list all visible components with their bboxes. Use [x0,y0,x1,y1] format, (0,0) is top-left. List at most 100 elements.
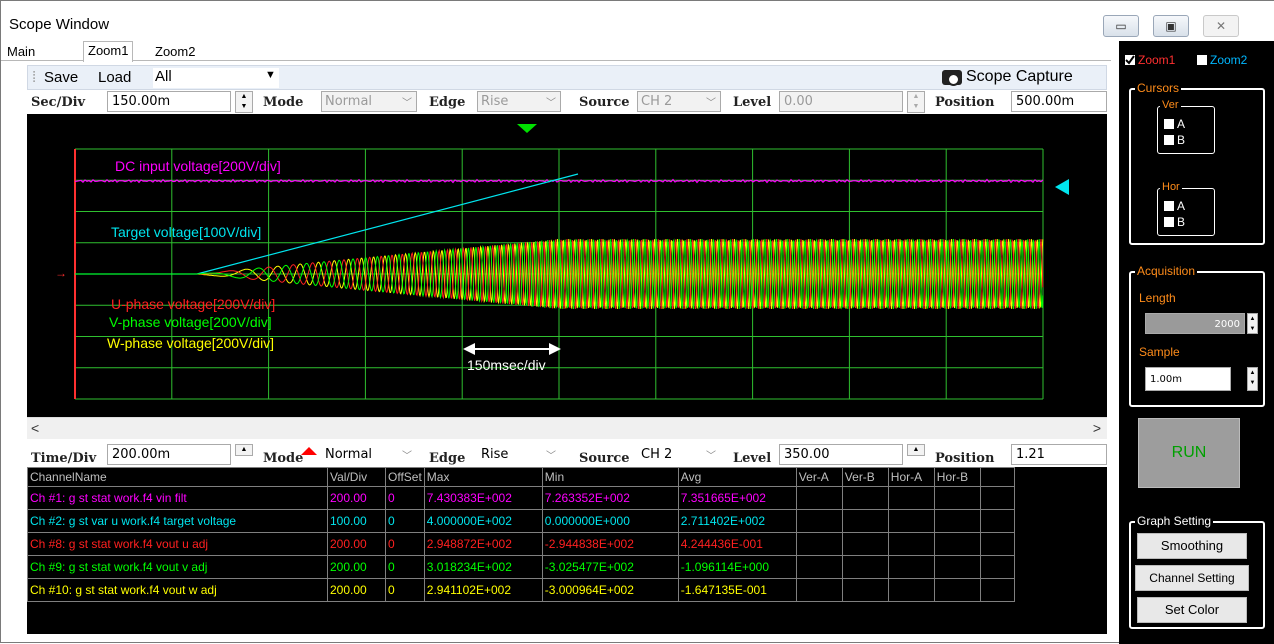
column-header[interactable]: Hor-A [887,467,935,487]
position-input[interactable]: 500.00m [1011,91,1107,112]
scope-capture-button[interactable]: Scope Capture [942,68,1073,86]
secdiv-spinner[interactable]: ▲ ▼ [235,91,253,113]
sample-input[interactable]: 1.00m [1145,367,1231,391]
spin-up-icon[interactable]: ▲ [912,446,920,453]
scroll-left-icon[interactable]: < [31,420,40,436]
trigger-row-lower: Time/Div 200.00m ▲ Mode Normal ﹀ Edge Ris… [27,442,1107,466]
table-cell: 200.00 [327,578,386,602]
chevron-down-icon: ﹀ [546,98,556,109]
chevron-down-icon: ﹀ [706,98,716,109]
lower-level-spinner[interactable]: ▲ [907,444,925,456]
length-label: Length [1137,291,1178,305]
column-header[interactable]: Min [541,467,679,487]
table-cell [841,532,889,556]
column-header[interactable]: Max [423,467,543,487]
zoom2-checkbox[interactable]: Zoom2 [1197,53,1247,67]
spin-up-icon[interactable]: ▲ [240,446,248,453]
position-label: Position [935,95,995,110]
column-header[interactable]: Ver-A [795,467,843,487]
sample-label: Sample [1137,345,1182,359]
scope-plot[interactable]: → DC input voltage[200V/div] Target volt… [27,114,1107,417]
column-header[interactable]: Ver-B [841,467,889,487]
source-select[interactable]: CH 2 ﹀ [637,91,721,112]
edge-select[interactable]: Rise ﹀ [477,91,561,112]
tab-main[interactable]: Main [7,44,36,59]
spin-up-icon[interactable]: ▲ [240,93,248,100]
table-cell: 7.430383E+002 [423,486,543,510]
hor-a-checkbox[interactable]: A [1164,199,1185,213]
lower-mode-select[interactable]: Normal ﹀ [321,444,417,465]
close-button[interactable]: ✕ [1203,15,1239,37]
length-input[interactable]: 2000 [1145,313,1245,334]
w-phase-trace [75,238,1044,310]
table-row[interactable]: Ch #8: g st stat work.f4 vout u adj 200.0… [27,532,1015,556]
mode-value: Normal [325,94,373,109]
table-cell [933,532,981,556]
plot-scrollbar[interactable]: < > [27,417,1107,439]
lower-edge-select[interactable]: Rise ﹀ [477,444,561,465]
load-select[interactable]: All [153,68,279,88]
column-header[interactable]: Val/Div [327,467,386,487]
table-cell: -3.000964E+002 [541,578,679,602]
table-cell [795,555,843,579]
v-phase-trace [75,238,1044,310]
level-spinner[interactable]: ▲ ▼ [907,91,925,113]
sample-spinner[interactable]: ▲ ▼ [1247,367,1258,391]
graph-setting-group: Graph Setting Smoothing Channel Setting … [1129,514,1265,629]
trigger-marker-icon [301,442,317,455]
tab-zoom1[interactable]: Zoom1 [83,41,134,62]
set-color-button[interactable]: Set Color [1137,597,1247,623]
spin-up-icon[interactable]: ▲ [1249,316,1256,322]
table-row[interactable]: Ch #1: g st stat work.f4 vin filt 200.00 0… [27,486,1015,510]
lower-source-select[interactable]: CH 2 ﹀ [637,444,721,465]
u-phase-label: U-phase voltage[200V/div] [111,296,276,312]
tab-zoom2[interactable]: Zoom2 [155,44,196,59]
table-cell [887,555,935,579]
chevron-down-icon[interactable]: ▼ [265,69,276,81]
table-row[interactable]: Ch #10: g st stat work.f4 vout w adj 200.… [27,578,1015,602]
time-scale-label: 150msec/div [467,357,546,373]
spin-up-icon[interactable]: ▲ [912,93,920,100]
zoom1-checkbox[interactable]: Zoom1 [1125,53,1175,67]
mode-select[interactable]: Normal ﹀ [321,91,417,112]
load-button[interactable]: Load [98,69,132,86]
table-cell: 0 [385,486,425,510]
column-header[interactable]: Hor-B [933,467,981,487]
timediv-input[interactable]: 200.00m [107,444,231,465]
save-button[interactable]: Save [44,69,79,86]
column-header[interactable]: Avg [677,467,797,487]
minimize-button[interactable]: ▭ [1103,15,1139,37]
table-cell: 100.00 [327,509,386,533]
column-header[interactable]: OffSet [385,467,425,487]
hor-b-checkbox[interactable]: B [1164,215,1185,229]
length-spinner[interactable]: ▲ ▼ [1247,313,1258,334]
lower-level-input[interactable]: 350.00 [779,444,903,465]
table-cell: Ch #2: g st var u work.f4 target voltage [27,509,328,533]
checkbox-box [1197,55,1207,65]
table-cell: 200.00 [327,486,386,510]
ver-b-checkbox[interactable]: B [1164,133,1185,147]
arrow-right-icon [549,343,561,355]
scroll-right-icon[interactable]: > [1092,420,1101,436]
spin-down-icon[interactable]: ▼ [1249,380,1256,386]
secdiv-input[interactable]: 150.00m [107,91,231,112]
lower-position-input[interactable]: 1.21 [1011,444,1107,465]
ver-a-checkbox[interactable]: A [1164,117,1185,131]
table-row[interactable]: Ch #9: g st stat work.f4 vout v adj 200.0… [27,555,1015,579]
table-cell [841,555,889,579]
spin-down-icon[interactable]: ▼ [240,103,248,110]
level-input[interactable]: 0.00 [779,91,903,112]
spin-up-icon[interactable]: ▲ [1249,370,1256,376]
table-row[interactable]: Ch #2: g st var u work.f4 target voltage… [27,509,1015,533]
timediv-spinner[interactable]: ▲ [235,444,253,456]
maximize-button[interactable]: ▣ [1153,15,1189,37]
column-header[interactable]: ChannelName [27,467,328,487]
channel-setting-button[interactable]: Channel Setting [1135,565,1249,591]
spin-down-icon[interactable]: ▼ [1249,326,1256,332]
run-button[interactable]: RUN [1138,418,1240,488]
table-cell [795,509,843,533]
smoothing-button[interactable]: Smoothing [1137,533,1247,559]
table-cell: 200.00 [327,532,386,556]
spin-down-icon[interactable]: ▼ [912,103,920,110]
